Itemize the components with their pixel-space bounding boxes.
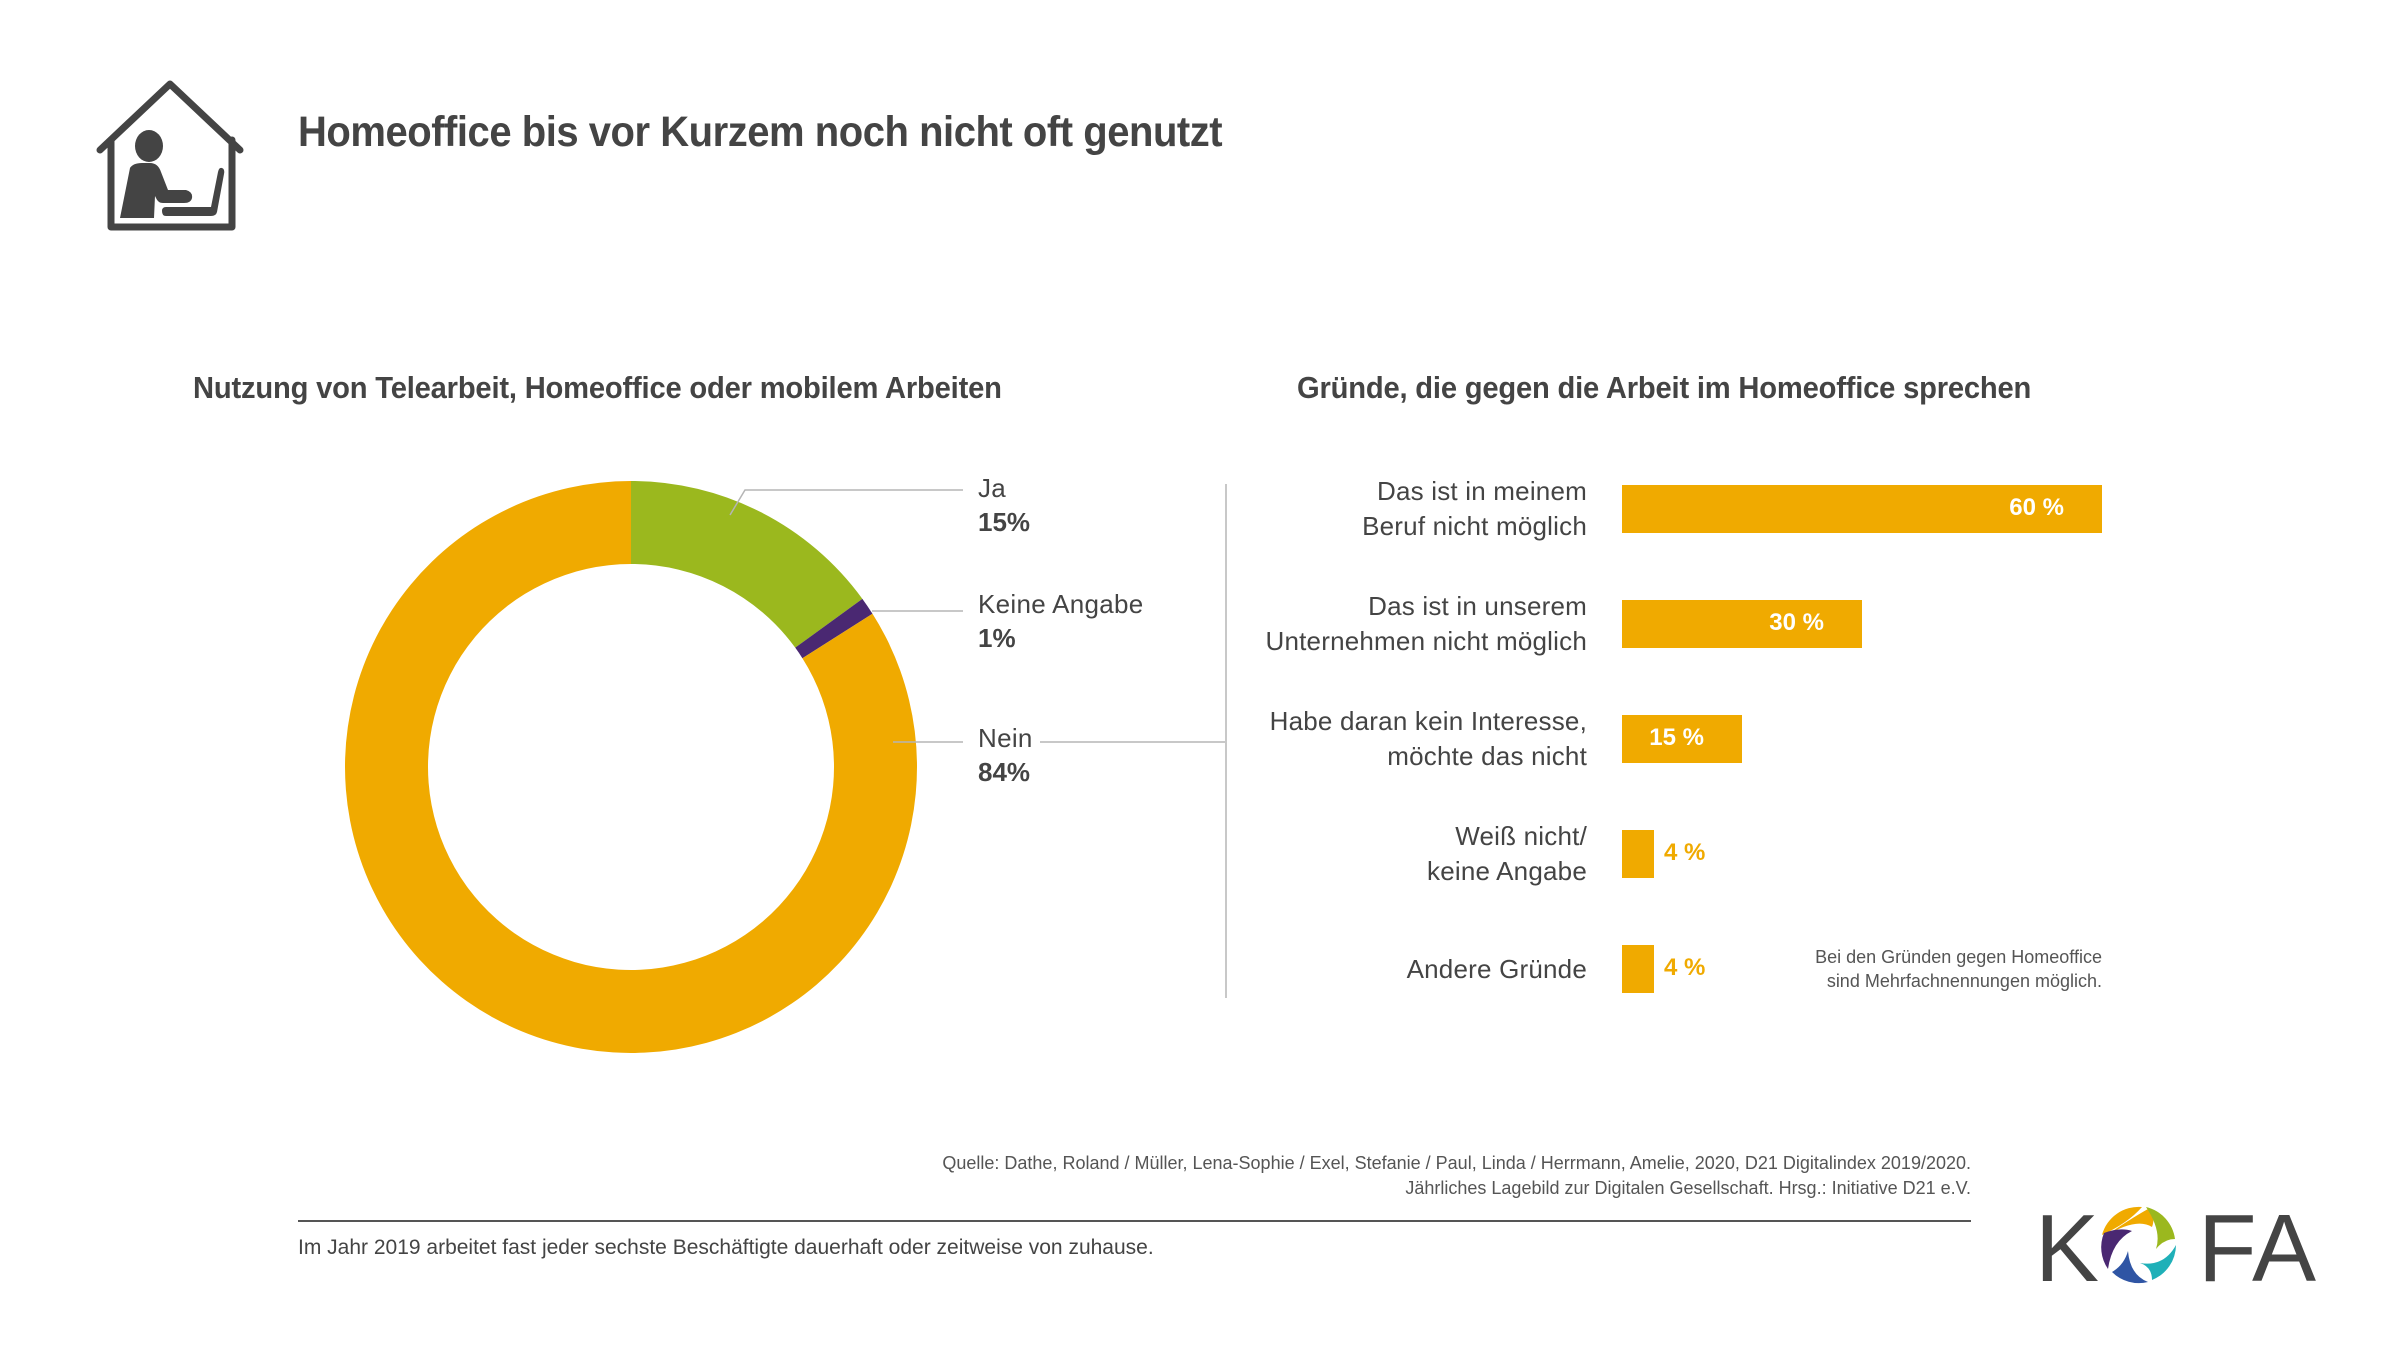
donut-slice-ja bbox=[631, 481, 863, 648]
source-line: Jährliches Lagebild zur Digitalen Gesell… bbox=[1405, 1178, 1971, 1198]
bar-value-label: 15 % bbox=[1649, 724, 1704, 751]
legend-label-nein: Nein bbox=[978, 723, 1033, 753]
footer-divider bbox=[298, 1220, 1971, 1222]
bar-category-label: Habe daran kein Interesse, möchte das nic… bbox=[1167, 704, 1587, 774]
bar-chart-footnote: Bei den Gründen gegen Homeoffice sind Me… bbox=[1742, 945, 2102, 993]
bar bbox=[1622, 600, 1862, 648]
bar-category-label-line: Andere Gründe bbox=[1406, 953, 1587, 984]
footnote-line: sind Mehrfachnennungen möglich. bbox=[1826, 971, 2102, 991]
bar-category-label-line: Das ist in meinem bbox=[1376, 476, 1587, 506]
footnote-line: Bei den Gründen gegen Homeoffice bbox=[1815, 947, 2102, 967]
logo-ring-icon bbox=[2101, 1206, 2176, 1284]
bar bbox=[1622, 485, 2102, 533]
legend-value-ja: 15% bbox=[978, 507, 1031, 537]
bar bbox=[1622, 715, 1742, 763]
bar-value-label: 60 % bbox=[2009, 494, 2064, 521]
bar-category-label: Weiß nicht/keine Angabe bbox=[1167, 819, 1587, 889]
bar-category-label-line: Unternehmen nicht möglich bbox=[1265, 626, 1587, 656]
bar-category-label-line: Das ist in unserem bbox=[1368, 591, 1587, 621]
bar-category-label-line: Habe daran kein Interesse, bbox=[1269, 706, 1587, 736]
bar-value-label: 4 % bbox=[1664, 954, 1706, 981]
bar-category-label-line: Weiß nicht/ bbox=[1455, 821, 1587, 851]
bar-category-label: Das ist in meinem Beruf nicht möglich bbox=[1167, 474, 1587, 544]
bar-category-label-line: möchte das nicht bbox=[1387, 741, 1587, 771]
leader-line-ja bbox=[729, 489, 963, 516]
home-office-icon bbox=[96, 80, 244, 231]
legend-label-ja: Ja bbox=[978, 473, 1007, 503]
footer-summary: Im Jahr 2019 arbeitet fast jeder sechste… bbox=[298, 1236, 1154, 1259]
donut-chart-title: Nutzung von Telearbeit, Homeoffice oder … bbox=[193, 370, 1002, 405]
logo-letter-k: K bbox=[2035, 1195, 2099, 1295]
legend-value-keine-angabe: 1% bbox=[978, 623, 1016, 653]
bar bbox=[1622, 945, 1654, 993]
kofa-logo: K F A bbox=[2035, 1195, 2316, 1295]
bar-value-label: 30 % bbox=[1769, 609, 1824, 636]
bar-chart-title: Gründe, die gegen die Arbeit im Homeoffi… bbox=[1297, 370, 2032, 405]
bar-category-label-line: keine Angabe bbox=[1427, 856, 1587, 886]
page-title: Homeoffice bis vor Kurzem noch nicht oft… bbox=[298, 108, 1223, 156]
bar bbox=[1622, 830, 1654, 878]
source-line: Quelle: Dathe, Roland / Müller, Lena-Sop… bbox=[942, 1153, 1971, 1173]
logo-letter-a: A bbox=[2252, 1195, 2316, 1295]
bar-category-label: Das ist in unserem Unternehmen nicht mögl… bbox=[1167, 589, 1587, 659]
legend-label-keine-angabe: Keine Angabe bbox=[978, 589, 1144, 619]
donut-chart bbox=[344, 480, 1227, 1053]
bar-category-label-line: Beruf nicht möglich bbox=[1362, 511, 1587, 541]
bar-value-label: 4 % bbox=[1664, 839, 1706, 866]
legend-value-nein: 84% bbox=[978, 757, 1031, 787]
bar-category-label: Andere Gründe bbox=[1167, 952, 1587, 987]
donut-slice-keine-angabe bbox=[795, 598, 873, 659]
source-citation: Quelle: Dathe, Roland / Müller, Lena-Sop… bbox=[942, 1151, 1971, 1201]
logo-letter-f: F bbox=[2198, 1195, 2257, 1295]
